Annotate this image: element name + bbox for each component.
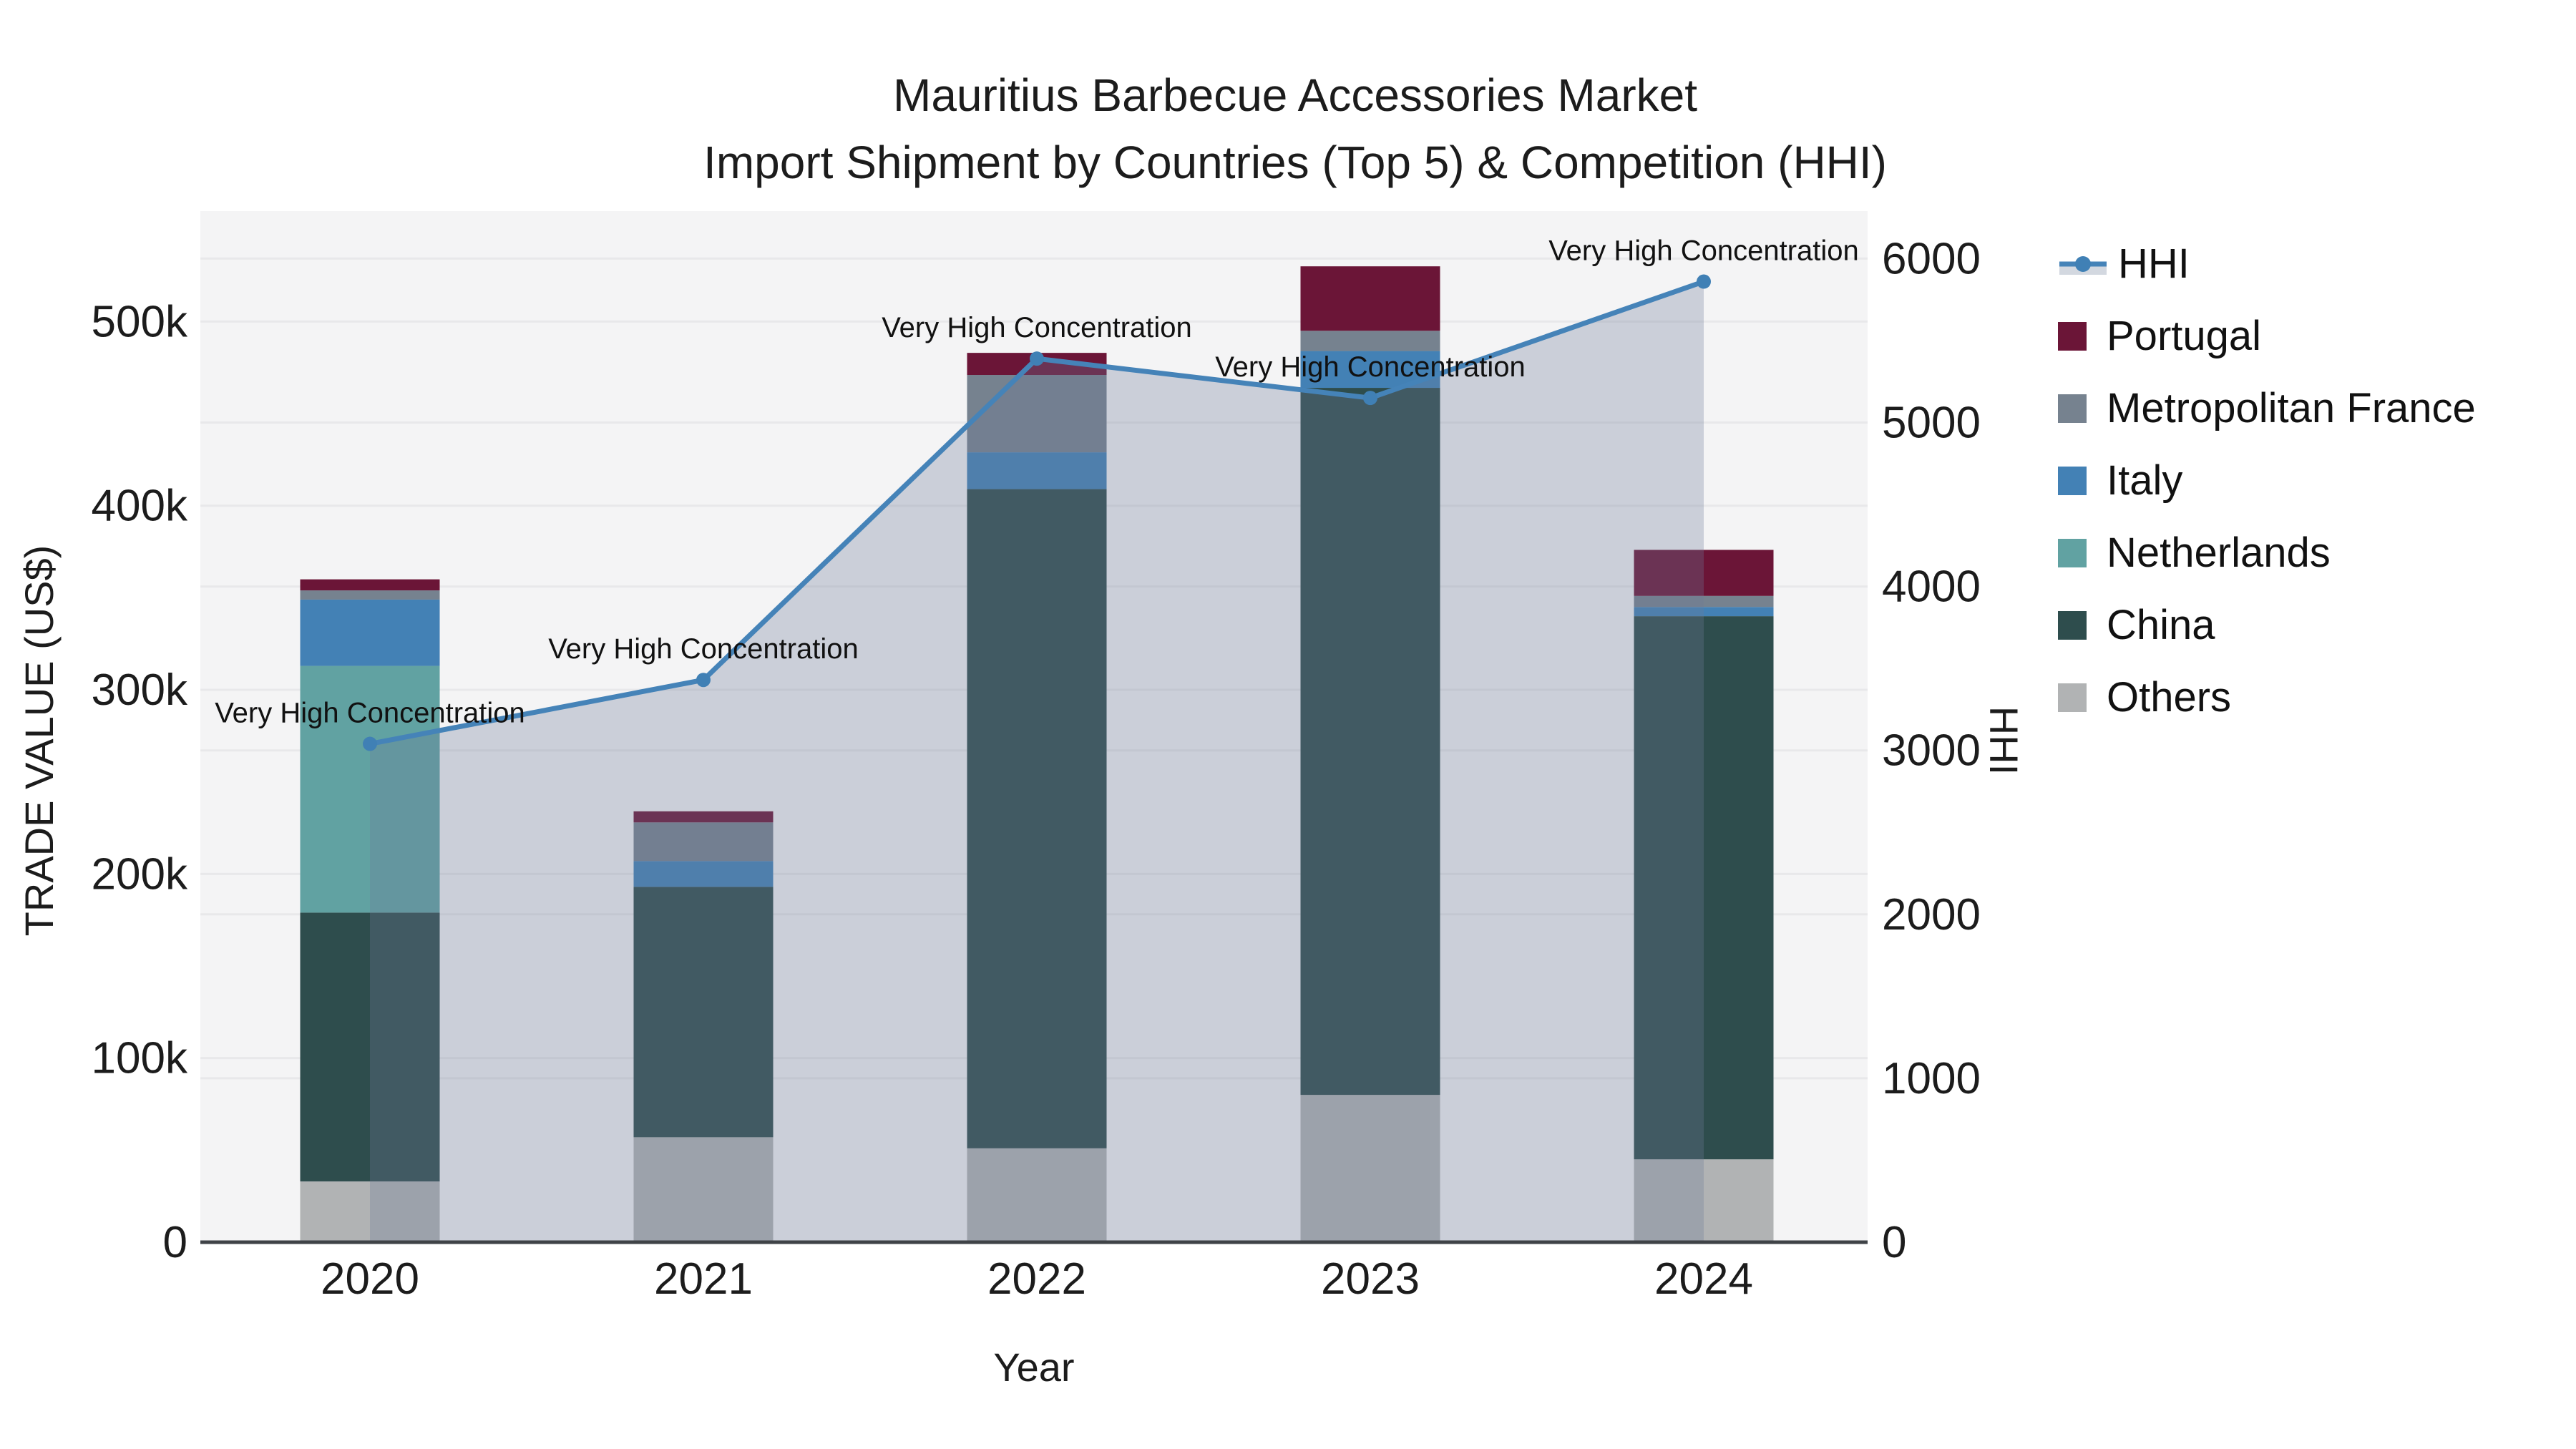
legend-label-netherlands: Netherlands — [2107, 530, 2331, 576]
legend-item-metropolitan-france[interactable]: Metropolitan France — [2058, 372, 2476, 444]
hhi-legend-symbol — [2059, 255, 2107, 275]
bar-2024-others[interactable] — [1634, 1159, 1774, 1242]
legend: HHI Portugal Metropolitan France Italy Nethe… — [2058, 228, 2476, 733]
legend-label-portugal: Portugal — [2107, 313, 2262, 359]
bar-2021-china[interactable] — [633, 887, 774, 1138]
legend-item-china[interactable]: China — [2058, 589, 2476, 661]
y-right-tick-4000: 4000 — [1882, 562, 1981, 612]
legend-item-netherlands[interactable]: Netherlands — [2058, 517, 2476, 589]
hhi-point-2024[interactable] — [1697, 274, 1711, 289]
bar-2022-metropolitan-france[interactable] — [967, 375, 1107, 453]
annotation-2020: Very High Concentration — [215, 698, 525, 729]
legend-item-hhi[interactable]: HHI — [2058, 228, 2476, 300]
bar-2020-italy[interactable] — [300, 599, 440, 666]
legend-swatch-metropolitan-france — [2058, 394, 2087, 423]
legend-swatch-netherlands — [2058, 538, 2087, 567]
bar-2020-portugal[interactable] — [300, 579, 440, 591]
chart-title-line1: Mauritius Barbecue Accessories Market — [893, 69, 1697, 121]
y-right-tick-1000: 1000 — [1882, 1054, 1981, 1103]
y-left-tick-400k: 400k — [92, 482, 188, 531]
bar-2020-china[interactable] — [300, 912, 440, 1182]
y-right-tick-5000: 5000 — [1882, 399, 1981, 448]
hhi-area-fill — [370, 281, 1704, 1242]
bar-2024-china[interactable] — [1634, 616, 1774, 1160]
bar-2021-others[interactable] — [633, 1137, 774, 1242]
bar-2023-china[interactable] — [1300, 388, 1440, 1096]
bar-2023-others[interactable] — [1300, 1095, 1440, 1242]
legend-item-portugal[interactable]: Portugal — [2058, 300, 2476, 372]
y-right-tick-0: 0 — [1882, 1218, 1906, 1267]
bar-2021-italy[interactable] — [633, 861, 774, 887]
hhi-point-2021[interactable] — [696, 673, 711, 688]
y-axis-title-right: HHI — [1981, 706, 2026, 776]
x-tick-2022: 2022 — [987, 1254, 1086, 1304]
y-axis-title-left: TRADE VALUE (US$) — [16, 545, 62, 937]
y-left-tick-500k: 500k — [92, 297, 188, 346]
y-left-tick-200k: 200k — [92, 849, 188, 899]
legend-label-china: China — [2107, 602, 2215, 648]
hhi-point-2023[interactable] — [1363, 391, 1377, 406]
y-right-tick-2000: 2000 — [1882, 890, 1981, 940]
legend-swatch-italy — [2058, 466, 2087, 495]
legend-swatch-portugal — [2058, 321, 2087, 351]
chart-title-line2: Import Shipment by Countries (Top 5) & C… — [703, 137, 1887, 188]
y-left-tick-0: 0 — [163, 1218, 187, 1267]
x-tick-2021: 2021 — [654, 1254, 753, 1304]
legend-label-others: Others — [2107, 674, 2232, 721]
bar-2023-portugal[interactable] — [1300, 266, 1440, 331]
legend-label-italy: Italy — [2107, 457, 2183, 504]
x-tick-2020: 2020 — [321, 1254, 419, 1304]
annotation-2024: Very High Concentration — [1548, 235, 1859, 267]
x-tick-2023: 2023 — [1321, 1254, 1420, 1304]
legend-swatch-china — [2058, 610, 2087, 640]
bar-2021-portugal[interactable] — [633, 811, 774, 823]
legend-item-italy[interactable]: Italy — [2058, 444, 2476, 517]
annotation-2021: Very High Concentration — [548, 633, 859, 665]
bar-2022-others[interactable] — [967, 1148, 1107, 1242]
hhi-point-2020[interactable] — [363, 736, 377, 751]
bar-2023-metropolitan-france[interactable] — [1300, 331, 1440, 351]
hhi-point-2022[interactable] — [1030, 351, 1044, 366]
y-left-tick-300k: 300k — [92, 665, 188, 715]
bar-2024-italy[interactable] — [1634, 607, 1774, 617]
bar-2022-china[interactable] — [967, 489, 1107, 1148]
annotation-2023: Very High Concentration — [1215, 351, 1526, 383]
x-tick-2024: 2024 — [1654, 1254, 1753, 1304]
x-axis-title: Year — [993, 1345, 1075, 1390]
bar-2020-netherlands[interactable] — [300, 665, 440, 913]
legend-swatch-others — [2058, 683, 2087, 712]
bar-2020-others[interactable] — [300, 1181, 440, 1242]
bar-2024-metropolitan-france[interactable] — [1634, 595, 1774, 608]
legend-item-others[interactable]: Others — [2058, 661, 2476, 733]
legend-label-metropolitan-france: Metropolitan France — [2107, 385, 2476, 431]
bar-2024-portugal[interactable] — [1634, 550, 1774, 596]
bar-2022-italy[interactable] — [967, 452, 1107, 489]
annotation-2022: Very High Concentration — [882, 312, 1192, 343]
y-right-tick-3000: 3000 — [1882, 726, 1981, 776]
y-left-tick-100k: 100k — [92, 1034, 188, 1083]
y-right-tick-6000: 6000 — [1882, 234, 1981, 283]
bar-2021-metropolitan-france[interactable] — [633, 822, 774, 862]
bar-2020-metropolitan-france[interactable] — [300, 590, 440, 600]
legend-label-hhi: HHI — [2118, 240, 2190, 287]
